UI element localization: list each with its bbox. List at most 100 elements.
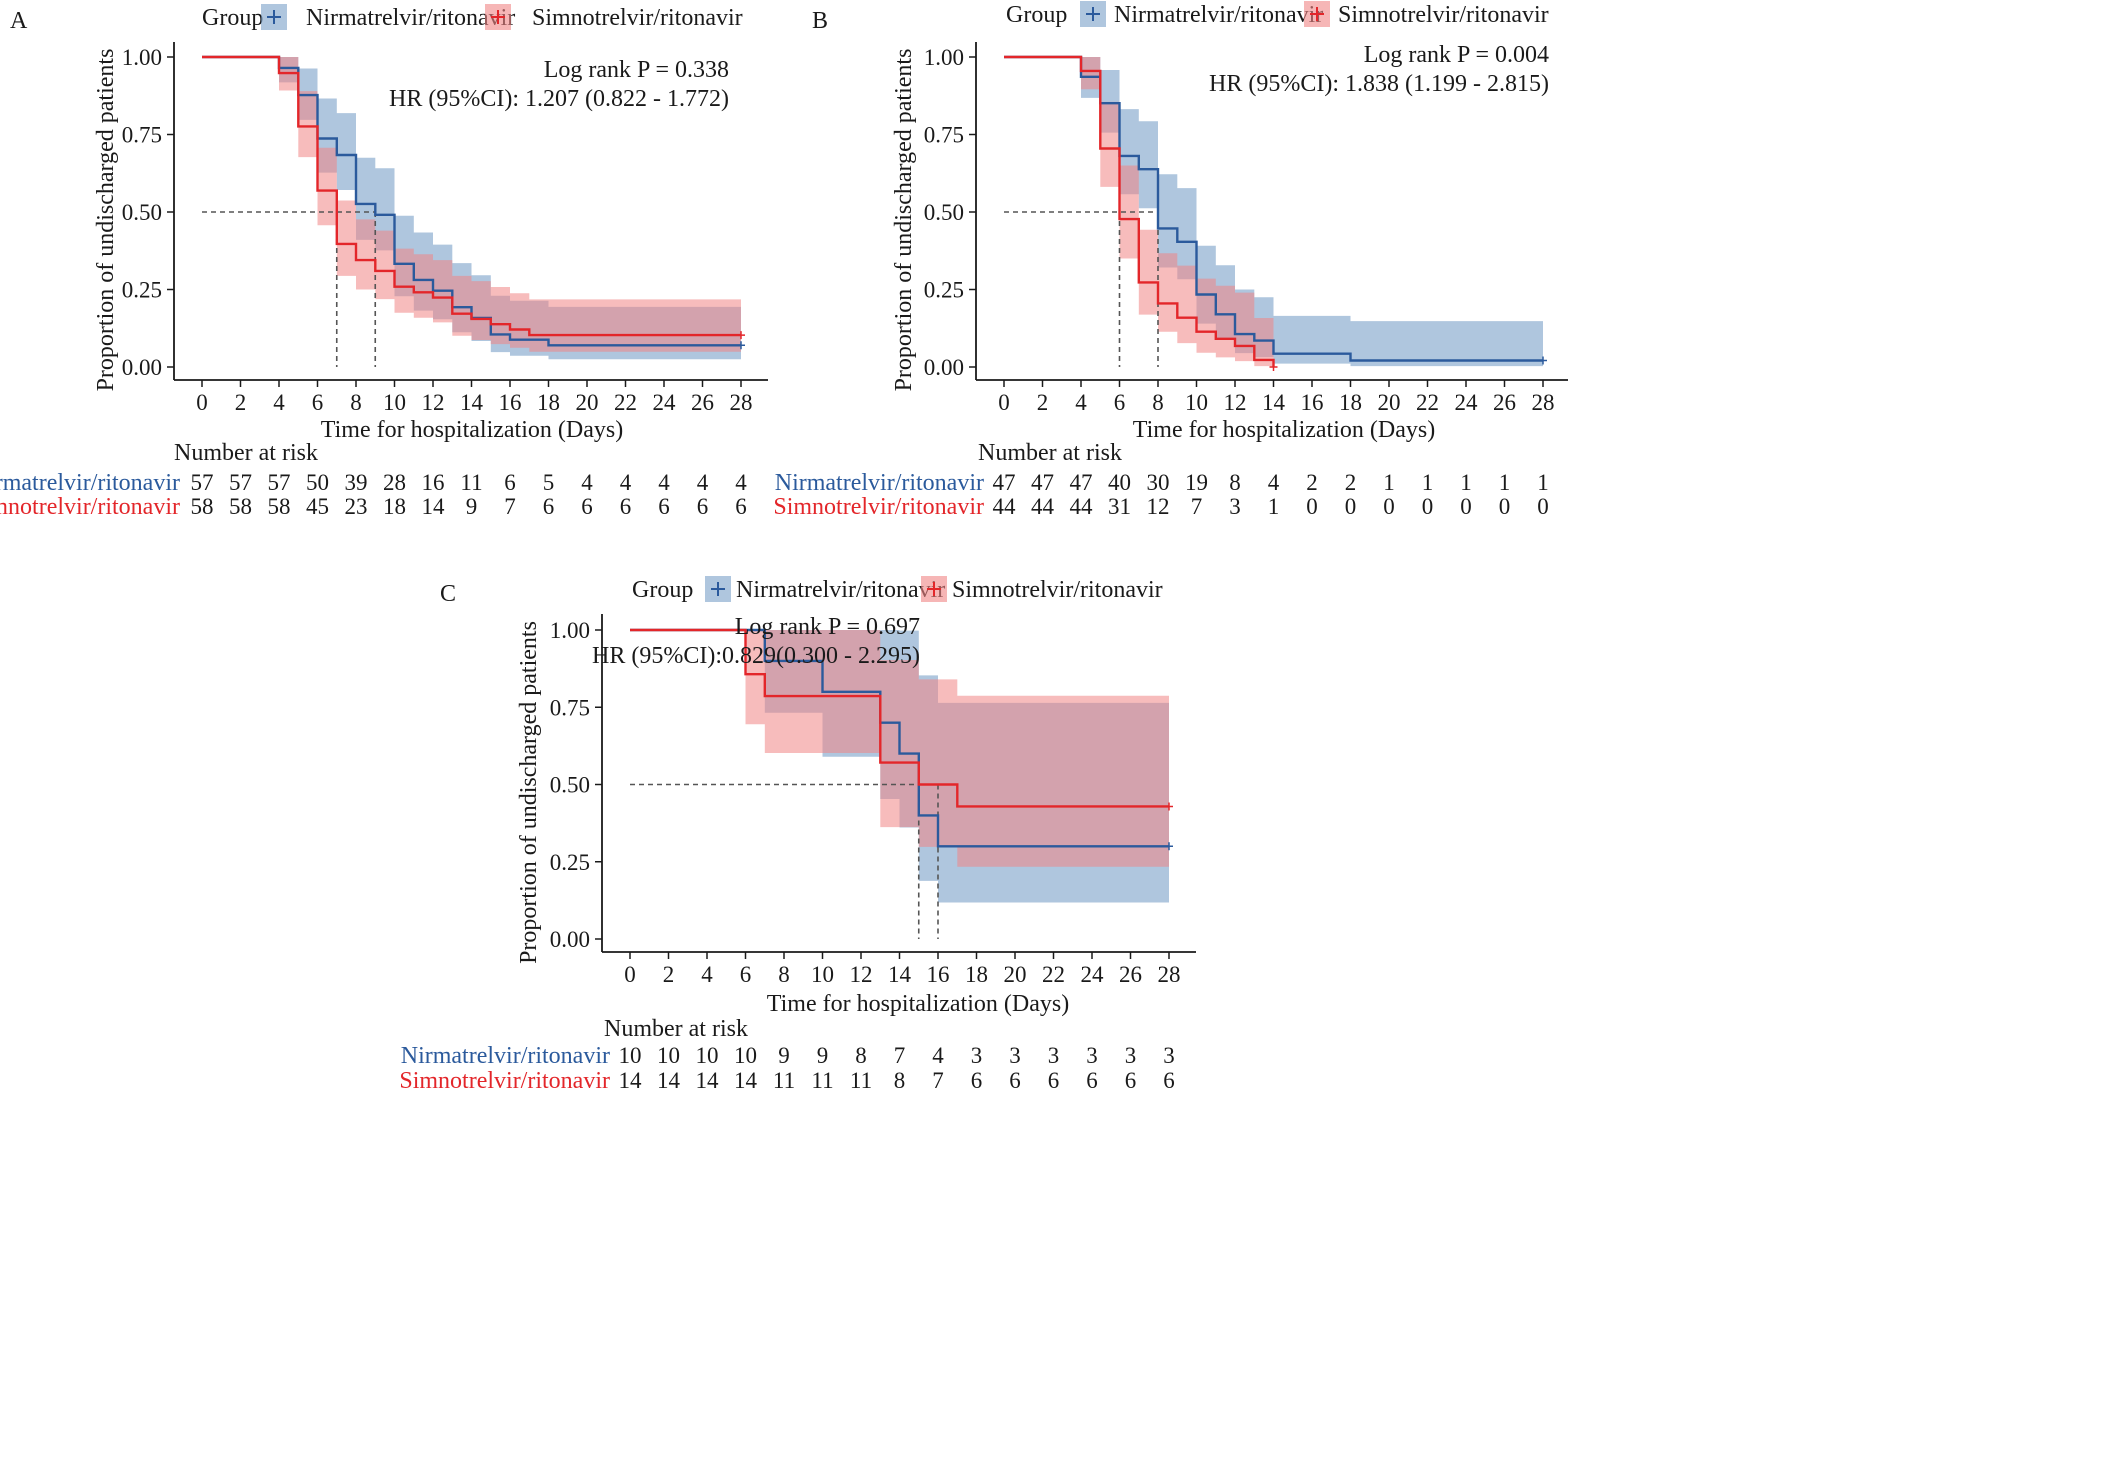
risk-count: 1	[1383, 470, 1395, 495]
x-tick-label: 2	[663, 962, 675, 987]
ci-band-simnotrelvir	[1004, 57, 1274, 367]
x-tick-label: 16	[927, 962, 950, 987]
log-rank-p: Log rank P = 0.697	[735, 614, 920, 640]
panel-c: 0.000.250.500.751.000 2 4 6 8 10 12 14 16 18 20 22 2…	[399, 576, 1196, 1094]
panel-letter: A	[10, 8, 28, 34]
risk-count: 6	[504, 470, 516, 495]
risk-count: 1	[1537, 470, 1549, 495]
risk-count: 6	[1125, 1068, 1137, 1093]
risk-count: 7	[1191, 494, 1203, 519]
x-tick-label: 28	[1158, 962, 1181, 987]
risk-count: 8	[855, 1043, 867, 1068]
risk-count: 0	[1460, 494, 1472, 519]
legend-title: Group	[1006, 2, 1067, 28]
x-tick-label: 26	[691, 390, 714, 415]
risk-count: 3	[1229, 494, 1241, 519]
km-line-simnotrelvir	[202, 55, 741, 337]
censor-mark-simnotrelvir	[1269, 363, 1278, 371]
risk-count: 19	[1185, 470, 1208, 495]
y-tick-label: 1.00	[924, 45, 964, 70]
ci-band-nirmatrelvir	[202, 57, 741, 360]
x-axis-label: Time for hospitalization (Days)	[1133, 417, 1435, 443]
risk-count: 8	[894, 1068, 906, 1093]
risk-count: 58	[229, 494, 252, 519]
x-tick-label: 24	[1455, 390, 1479, 415]
y-tick-label: 0.75	[550, 695, 590, 720]
legend-cross-nirmatrelvir	[711, 582, 725, 596]
y-tick-label: 0.75	[122, 123, 162, 148]
risk-count: 14	[657, 1068, 681, 1093]
censor-mark-simnotrelvir	[737, 331, 745, 340]
y-tick-label: 0.00	[924, 355, 964, 380]
risk-count: 6	[1163, 1068, 1175, 1093]
risk-count: 44	[1031, 494, 1055, 519]
legend-cross-nirmatrelvir	[267, 10, 281, 24]
km-line-nirmatrelvir	[630, 628, 1169, 848]
y-tick-label: 0.50	[550, 773, 590, 798]
risk-count: 5	[543, 470, 555, 495]
x-tick-label: 18	[1339, 390, 1362, 415]
risk-count: 0	[1345, 494, 1357, 519]
risk-row-label-nirmatrelvir: Nirmatrelvir/ritonavir	[775, 470, 984, 496]
x-tick-label: 2	[1037, 390, 1049, 415]
risk-count: 50	[306, 470, 329, 495]
risk-table-title: Number at risk	[604, 1016, 748, 1042]
panel-letter: C	[440, 581, 456, 607]
x-tick-label: 10	[811, 962, 834, 987]
log-rank-p: Log rank P = 0.338	[544, 57, 729, 83]
y-tick-label: 0.00	[122, 355, 162, 380]
risk-count: 0	[1422, 494, 1434, 519]
risk-count: 7	[894, 1043, 906, 1068]
risk-count: 8	[1229, 470, 1241, 495]
legend-label-nirmatrelvir: Nirmatrelvir/ritonavir	[736, 577, 945, 603]
risk-row-label-nirmatrelvir: Nirmatrelvir/ritonavir	[0, 470, 180, 496]
y-axis-label: Proportion of undischarged patients	[93, 49, 119, 392]
x-tick-label: 20	[576, 390, 599, 415]
x-tick-label: 6	[312, 390, 324, 415]
risk-count: 14	[734, 1068, 758, 1093]
censor-mark-nirmatrelvir	[1539, 356, 1547, 365]
risk-count: 4	[581, 470, 593, 495]
risk-count: 10	[734, 1043, 757, 1068]
risk-count: 14	[422, 494, 446, 519]
risk-count: 9	[778, 1043, 790, 1068]
risk-count: 57	[229, 470, 252, 495]
legend-cross-simnotrelvir	[927, 582, 941, 596]
x-tick-label: 20	[1378, 390, 1401, 415]
risk-count: 4	[620, 470, 632, 495]
x-tick-label: 14	[1262, 390, 1286, 415]
risk-count: 47	[1031, 470, 1054, 495]
x-tick-label: 0	[196, 390, 208, 415]
risk-count: 23	[345, 494, 368, 519]
x-tick-label: 4	[273, 390, 285, 415]
risk-count: 3	[1086, 1043, 1098, 1068]
risk-count: 58	[191, 494, 214, 519]
x-tick-label: 24	[653, 390, 677, 415]
hazard-ratio: HR (95%CI): 1.207 (0.822 - 1.772)	[389, 86, 729, 112]
risk-count: 7	[932, 1068, 944, 1093]
x-tick-label: 12	[1224, 390, 1247, 415]
risk-count: 47	[1070, 470, 1093, 495]
x-tick-label: 4	[701, 962, 713, 987]
km-line-nirmatrelvir	[202, 55, 741, 347]
censor-mark-nirmatrelvir	[737, 341, 745, 350]
risk-count: 44	[1070, 494, 1094, 519]
risk-count: 7	[504, 494, 516, 519]
x-tick-label: 0	[998, 390, 1010, 415]
risk-count: 9	[817, 1043, 829, 1068]
risk-count: 3	[1125, 1043, 1137, 1068]
risk-count: 16	[422, 470, 445, 495]
risk-table-title: Number at risk	[174, 440, 318, 466]
risk-count: 4	[1268, 470, 1280, 495]
risk-count: 6	[971, 1068, 983, 1093]
risk-count: 6	[620, 494, 632, 519]
risk-row-label-simnotrelvir: Simnotrelvir/ritonavir	[0, 494, 180, 520]
hazard-ratio: HR (95%CI):0.829(0.300 - 2.295)	[592, 643, 920, 669]
risk-count: 18	[383, 494, 406, 519]
risk-count: 1	[1499, 470, 1511, 495]
y-tick-label: 0.50	[122, 200, 162, 225]
legend-cross-simnotrelvir	[1310, 7, 1324, 21]
legend-cross-simnotrelvir	[491, 10, 505, 24]
risk-count: 10	[696, 1043, 719, 1068]
x-tick-label: 26	[1119, 962, 1142, 987]
